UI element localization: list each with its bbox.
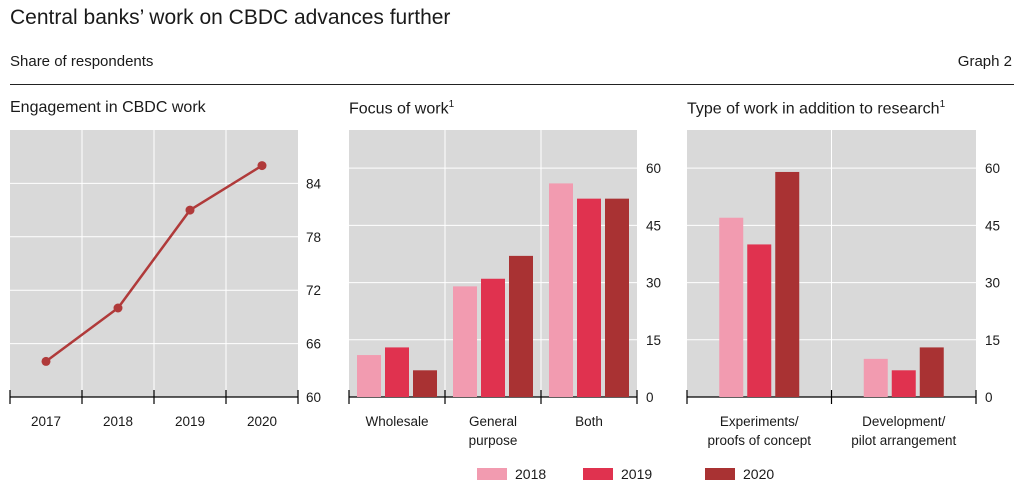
panel-type: 0 15 30 45 60 Experiments/proofs of concept De…	[686, 130, 1000, 448]
legend-item-2019: 2019	[583, 466, 652, 482]
y-tick-label: 0	[985, 390, 993, 405]
y-tick-label: 45	[985, 218, 1000, 233]
panel-title-engagement: Engagement in CBDC work	[10, 99, 206, 117]
x-tick-label: proofs of concept	[707, 433, 811, 448]
y-tick-label: 45	[646, 218, 661, 233]
footnote-marker: 1	[939, 99, 946, 110]
panel-focus: 0 15 30 45 60 Wholesale General purpose Both	[348, 130, 661, 448]
legend-item-2018: 2018	[477, 466, 546, 482]
y-tick-label: 0	[646, 390, 654, 405]
y-tick-label: 60	[646, 161, 661, 176]
y-tick-label: 30	[646, 276, 661, 291]
data-point	[113, 303, 123, 313]
bar-2019	[385, 347, 409, 397]
panel-title-text: Type of work in addition to research	[687, 100, 940, 118]
panel-title-focus: Focus of work1	[349, 99, 454, 118]
bar-2018	[863, 358, 888, 397]
legend-swatch	[705, 468, 735, 480]
x-tick-label: 2020	[247, 414, 277, 429]
bar-2020	[509, 255, 533, 397]
bar-2020	[413, 370, 437, 397]
bar-2018	[719, 217, 744, 397]
panel-title-type: Type of work in addition to research1	[687, 99, 945, 118]
y-tick-label: 15	[985, 333, 1000, 348]
legend-item-2020: 2020	[705, 466, 774, 482]
x-tick-label: 2018	[103, 414, 133, 429]
x-tick-label: Development/	[862, 414, 946, 429]
bar-2018	[549, 183, 573, 397]
y-tick-label: 84	[306, 176, 322, 191]
legend-label: 2018	[515, 466, 547, 482]
bar-2018	[453, 286, 477, 397]
bar-2019	[481, 278, 505, 397]
chart-title: Central banks’ work on CBDC advances fur…	[10, 6, 451, 29]
x-tick-label: 2019	[175, 414, 205, 429]
bar-2019	[577, 198, 601, 397]
bar-2020	[605, 198, 629, 397]
x-tick-label: Both	[575, 414, 603, 429]
graph-number-label: Graph 2	[957, 53, 1012, 70]
x-tick-label: 2017	[31, 414, 61, 429]
series-line	[45, 164, 263, 363]
y-tick-label: 66	[306, 337, 321, 352]
y-tick-label: 15	[646, 333, 661, 348]
data-point	[257, 161, 267, 171]
header-rule	[10, 84, 1014, 85]
chart-subtitle: Share of respondents	[10, 53, 154, 70]
y-tick-label: 30	[985, 276, 1000, 291]
footnote-marker: 1	[448, 99, 455, 110]
legend-label: 2019	[621, 466, 653, 482]
panel-title-text: Engagement in CBDC work	[10, 99, 206, 116]
bar-2020	[775, 171, 800, 397]
y-tick-label: 60	[306, 390, 321, 405]
y-tick-label: 72	[306, 283, 321, 298]
x-tick-label: General	[469, 414, 517, 429]
bar-2019	[891, 370, 916, 397]
data-point	[41, 356, 51, 366]
x-tick-label: Wholesale	[365, 414, 428, 429]
data-point	[185, 205, 195, 215]
legend-swatch	[477, 468, 507, 480]
y-tick-label: 78	[306, 230, 321, 245]
legend-swatch	[583, 468, 613, 480]
bar-2018	[357, 355, 381, 397]
legend-label: 2020	[743, 466, 775, 482]
x-tick-label: Experiments/	[720, 414, 799, 429]
panel-title-text: Focus of work	[349, 100, 449, 118]
y-tick-label: 60	[985, 161, 1000, 176]
x-tick-label: purpose	[469, 433, 518, 448]
bar-2019	[747, 244, 772, 397]
x-tick-label: pilot arrangement	[851, 433, 956, 448]
panel-engagement: 60 66 72 78 84 2017 2018 2019 2020	[9, 130, 322, 429]
bar-2020	[919, 347, 944, 397]
